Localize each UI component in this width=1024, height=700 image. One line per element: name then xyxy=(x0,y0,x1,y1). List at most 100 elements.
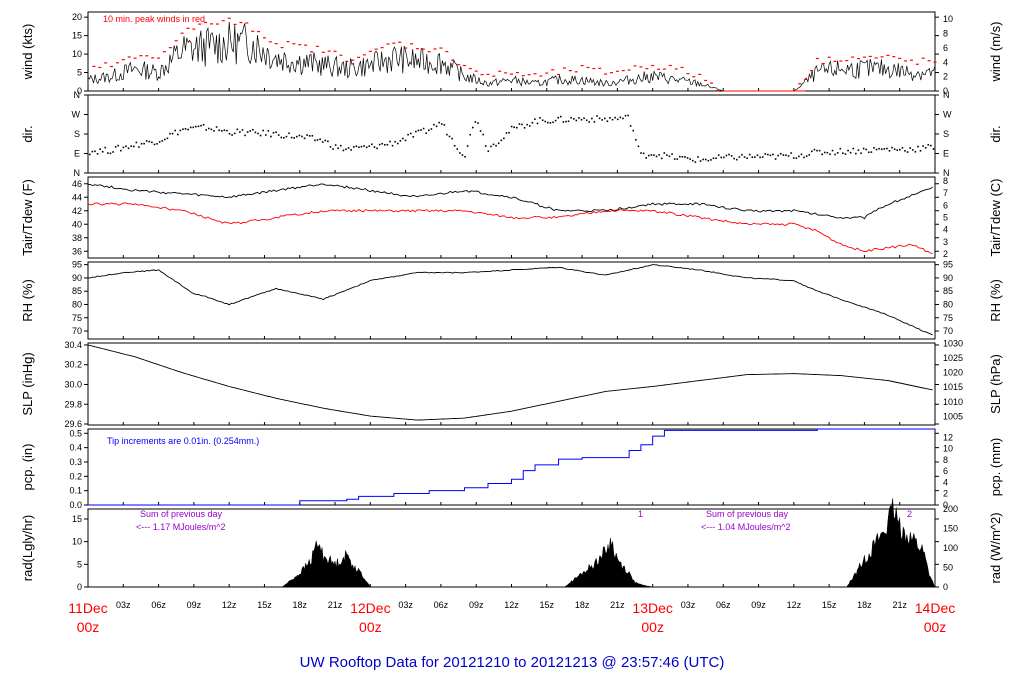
panel-slp-tick-label-left: 30.4 xyxy=(64,340,82,350)
dir-point xyxy=(580,118,583,121)
dir-point xyxy=(376,147,378,150)
dir-point xyxy=(189,126,192,129)
panel-rh-tick-label-right: 80 xyxy=(943,299,953,309)
dir-point xyxy=(575,119,578,122)
x-day-label-date: 11Dec xyxy=(68,600,107,616)
panel-wind-tick-label-left: 5 xyxy=(77,68,82,78)
dir-point xyxy=(347,147,350,149)
dir-point xyxy=(891,146,893,149)
dir-point xyxy=(456,148,459,150)
dir-point xyxy=(880,148,883,151)
dir-point xyxy=(373,146,376,148)
panel-precip-tick-label-right: 4 xyxy=(943,477,948,487)
panel-rad-ylabel-left: rad(Lgly/hr) xyxy=(20,515,35,581)
dir-point xyxy=(712,157,715,160)
rad-annotation-2-line1: Sum of previous day xyxy=(706,509,789,519)
dir-point xyxy=(842,152,844,155)
x-hour-label: 15z xyxy=(822,600,837,610)
dir-point xyxy=(792,157,795,159)
x-hour-label: 06z xyxy=(434,600,449,610)
dir-point xyxy=(751,156,754,159)
x-hour-label: 12z xyxy=(222,600,237,610)
dir-point xyxy=(381,142,384,145)
dir-point xyxy=(673,158,676,160)
radiation-area xyxy=(88,498,936,588)
dir-point xyxy=(821,153,823,156)
panel-rad-tick-label-right: 0 xyxy=(943,582,948,592)
dir-point xyxy=(402,137,404,140)
dir-point xyxy=(899,148,901,151)
dir-tick-label-left: S xyxy=(74,129,80,139)
dir-point xyxy=(725,154,728,157)
panel-slp-ylabel-right: SLP (hPa) xyxy=(988,354,1003,414)
panel-rad-tick-label-right: 50 xyxy=(943,563,953,573)
panel-wind-tick-label-left: 0 xyxy=(77,86,82,96)
dir-point xyxy=(893,148,896,151)
dir-point xyxy=(396,142,399,145)
dir-point xyxy=(433,123,435,126)
panel-slp-tick-label-left: 30.2 xyxy=(64,360,82,370)
dir-point xyxy=(909,147,911,149)
panel-temp-tick-label-right: 4 xyxy=(943,225,948,235)
dir-point xyxy=(179,129,182,132)
dir-point xyxy=(598,117,601,120)
dir-point xyxy=(782,154,785,156)
dir-point xyxy=(774,158,777,160)
rad-marker-2: 2 xyxy=(907,509,912,519)
dir-point xyxy=(277,134,280,136)
dir-point xyxy=(668,155,671,158)
panel-rh-frame xyxy=(87,261,936,340)
panel-temp-series-1 xyxy=(87,202,933,255)
dir-point xyxy=(218,129,220,132)
panel-rh-series-0 xyxy=(88,264,933,336)
dir-point xyxy=(930,144,932,147)
dir-point xyxy=(767,153,769,156)
dir-point xyxy=(132,145,135,148)
dir-point xyxy=(585,119,588,122)
dir-point xyxy=(321,141,324,143)
dir-tick-label-right: N xyxy=(943,90,950,100)
x-hour-label: 21z xyxy=(892,600,907,610)
dir-point xyxy=(510,125,513,128)
dir-point xyxy=(91,150,94,153)
panel-rad-tick-label-left: 0 xyxy=(77,582,82,592)
dir-point xyxy=(660,157,663,160)
panel-precip-tick-label-right: 0 xyxy=(943,500,948,510)
dir-point xyxy=(409,132,412,135)
dir-point xyxy=(523,127,526,129)
dir-point xyxy=(798,155,800,158)
dir-point xyxy=(790,152,792,154)
dir-point xyxy=(640,152,642,154)
panel-precip-tick-label-right: 2 xyxy=(943,489,948,499)
dir-point xyxy=(730,155,733,157)
dir-point xyxy=(787,155,790,157)
dir-point xyxy=(816,149,818,152)
dir-point xyxy=(448,135,451,138)
x-hour-label: 21z xyxy=(328,600,343,610)
dir-point xyxy=(503,137,505,140)
dir-point xyxy=(443,124,446,126)
dir-point xyxy=(911,149,914,151)
dir-point xyxy=(922,145,924,147)
dir-point xyxy=(182,128,184,131)
panel-temp-tick-label-left: 40 xyxy=(72,219,82,229)
dir-point xyxy=(249,130,252,132)
dir-tick-label-left: E xyxy=(74,149,80,159)
dir-point xyxy=(332,148,334,150)
dir-point xyxy=(707,159,710,162)
dir-point xyxy=(371,143,373,146)
dir-point xyxy=(697,156,699,158)
dir-point xyxy=(435,125,438,128)
dir-point xyxy=(694,161,697,163)
dir-point xyxy=(340,144,342,147)
panel-rh-tick-label-right: 90 xyxy=(943,273,953,283)
dir-point xyxy=(645,157,647,159)
dir-point xyxy=(539,117,541,119)
dir-point xyxy=(829,153,831,156)
dir-point xyxy=(622,117,624,120)
panel-slp-tick-label-right: 1020 xyxy=(943,368,963,378)
dir-point xyxy=(246,131,249,133)
dir-point xyxy=(239,131,241,133)
panel-precip-ylabel-left: pcp. (in) xyxy=(20,444,35,491)
dir-point xyxy=(811,150,813,153)
